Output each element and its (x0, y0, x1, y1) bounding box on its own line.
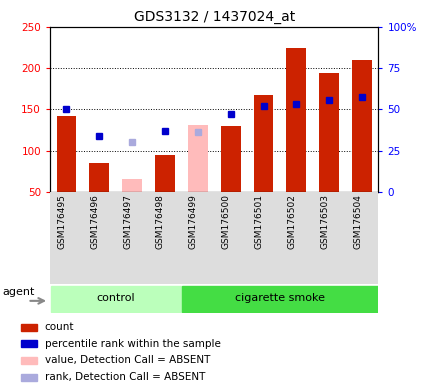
Text: value, Detection Call = ABSENT: value, Detection Call = ABSENT (44, 356, 209, 366)
Text: count: count (44, 322, 74, 332)
Text: rank, Detection Call = ABSENT: rank, Detection Call = ABSENT (44, 372, 204, 382)
Bar (182, 286, 377, 311)
Text: agent: agent (3, 287, 35, 297)
Text: GSM176497: GSM176497 (123, 194, 132, 249)
Bar (89, 163, 109, 192)
Bar (56, 116, 76, 192)
Text: percentile rank within the sample: percentile rank within the sample (44, 339, 220, 349)
Bar (187, 125, 207, 192)
Text: GSM176498: GSM176498 (156, 194, 164, 249)
Bar (21, 324, 37, 331)
Text: cigarette smoke: cigarette smoke (234, 293, 324, 303)
Bar (319, 73, 338, 192)
Bar (122, 179, 141, 192)
Text: GSM176503: GSM176503 (319, 194, 329, 249)
Bar (286, 48, 306, 192)
Text: GSM176499: GSM176499 (188, 194, 197, 249)
Bar (51, 286, 180, 311)
Bar (21, 374, 37, 381)
Text: GSM176501: GSM176501 (254, 194, 263, 249)
Text: GSM176495: GSM176495 (57, 194, 66, 249)
Text: GSM176500: GSM176500 (221, 194, 230, 249)
Bar (21, 341, 37, 348)
Bar (253, 94, 273, 192)
Bar (220, 126, 240, 192)
Title: GDS3132 / 1437024_at: GDS3132 / 1437024_at (133, 10, 294, 25)
Bar (155, 155, 174, 192)
Text: GSM176504: GSM176504 (352, 194, 361, 249)
Bar (352, 60, 371, 192)
Text: control: control (96, 293, 135, 303)
Text: GSM176502: GSM176502 (287, 194, 296, 249)
Bar (21, 357, 37, 364)
Text: GSM176496: GSM176496 (90, 194, 99, 249)
